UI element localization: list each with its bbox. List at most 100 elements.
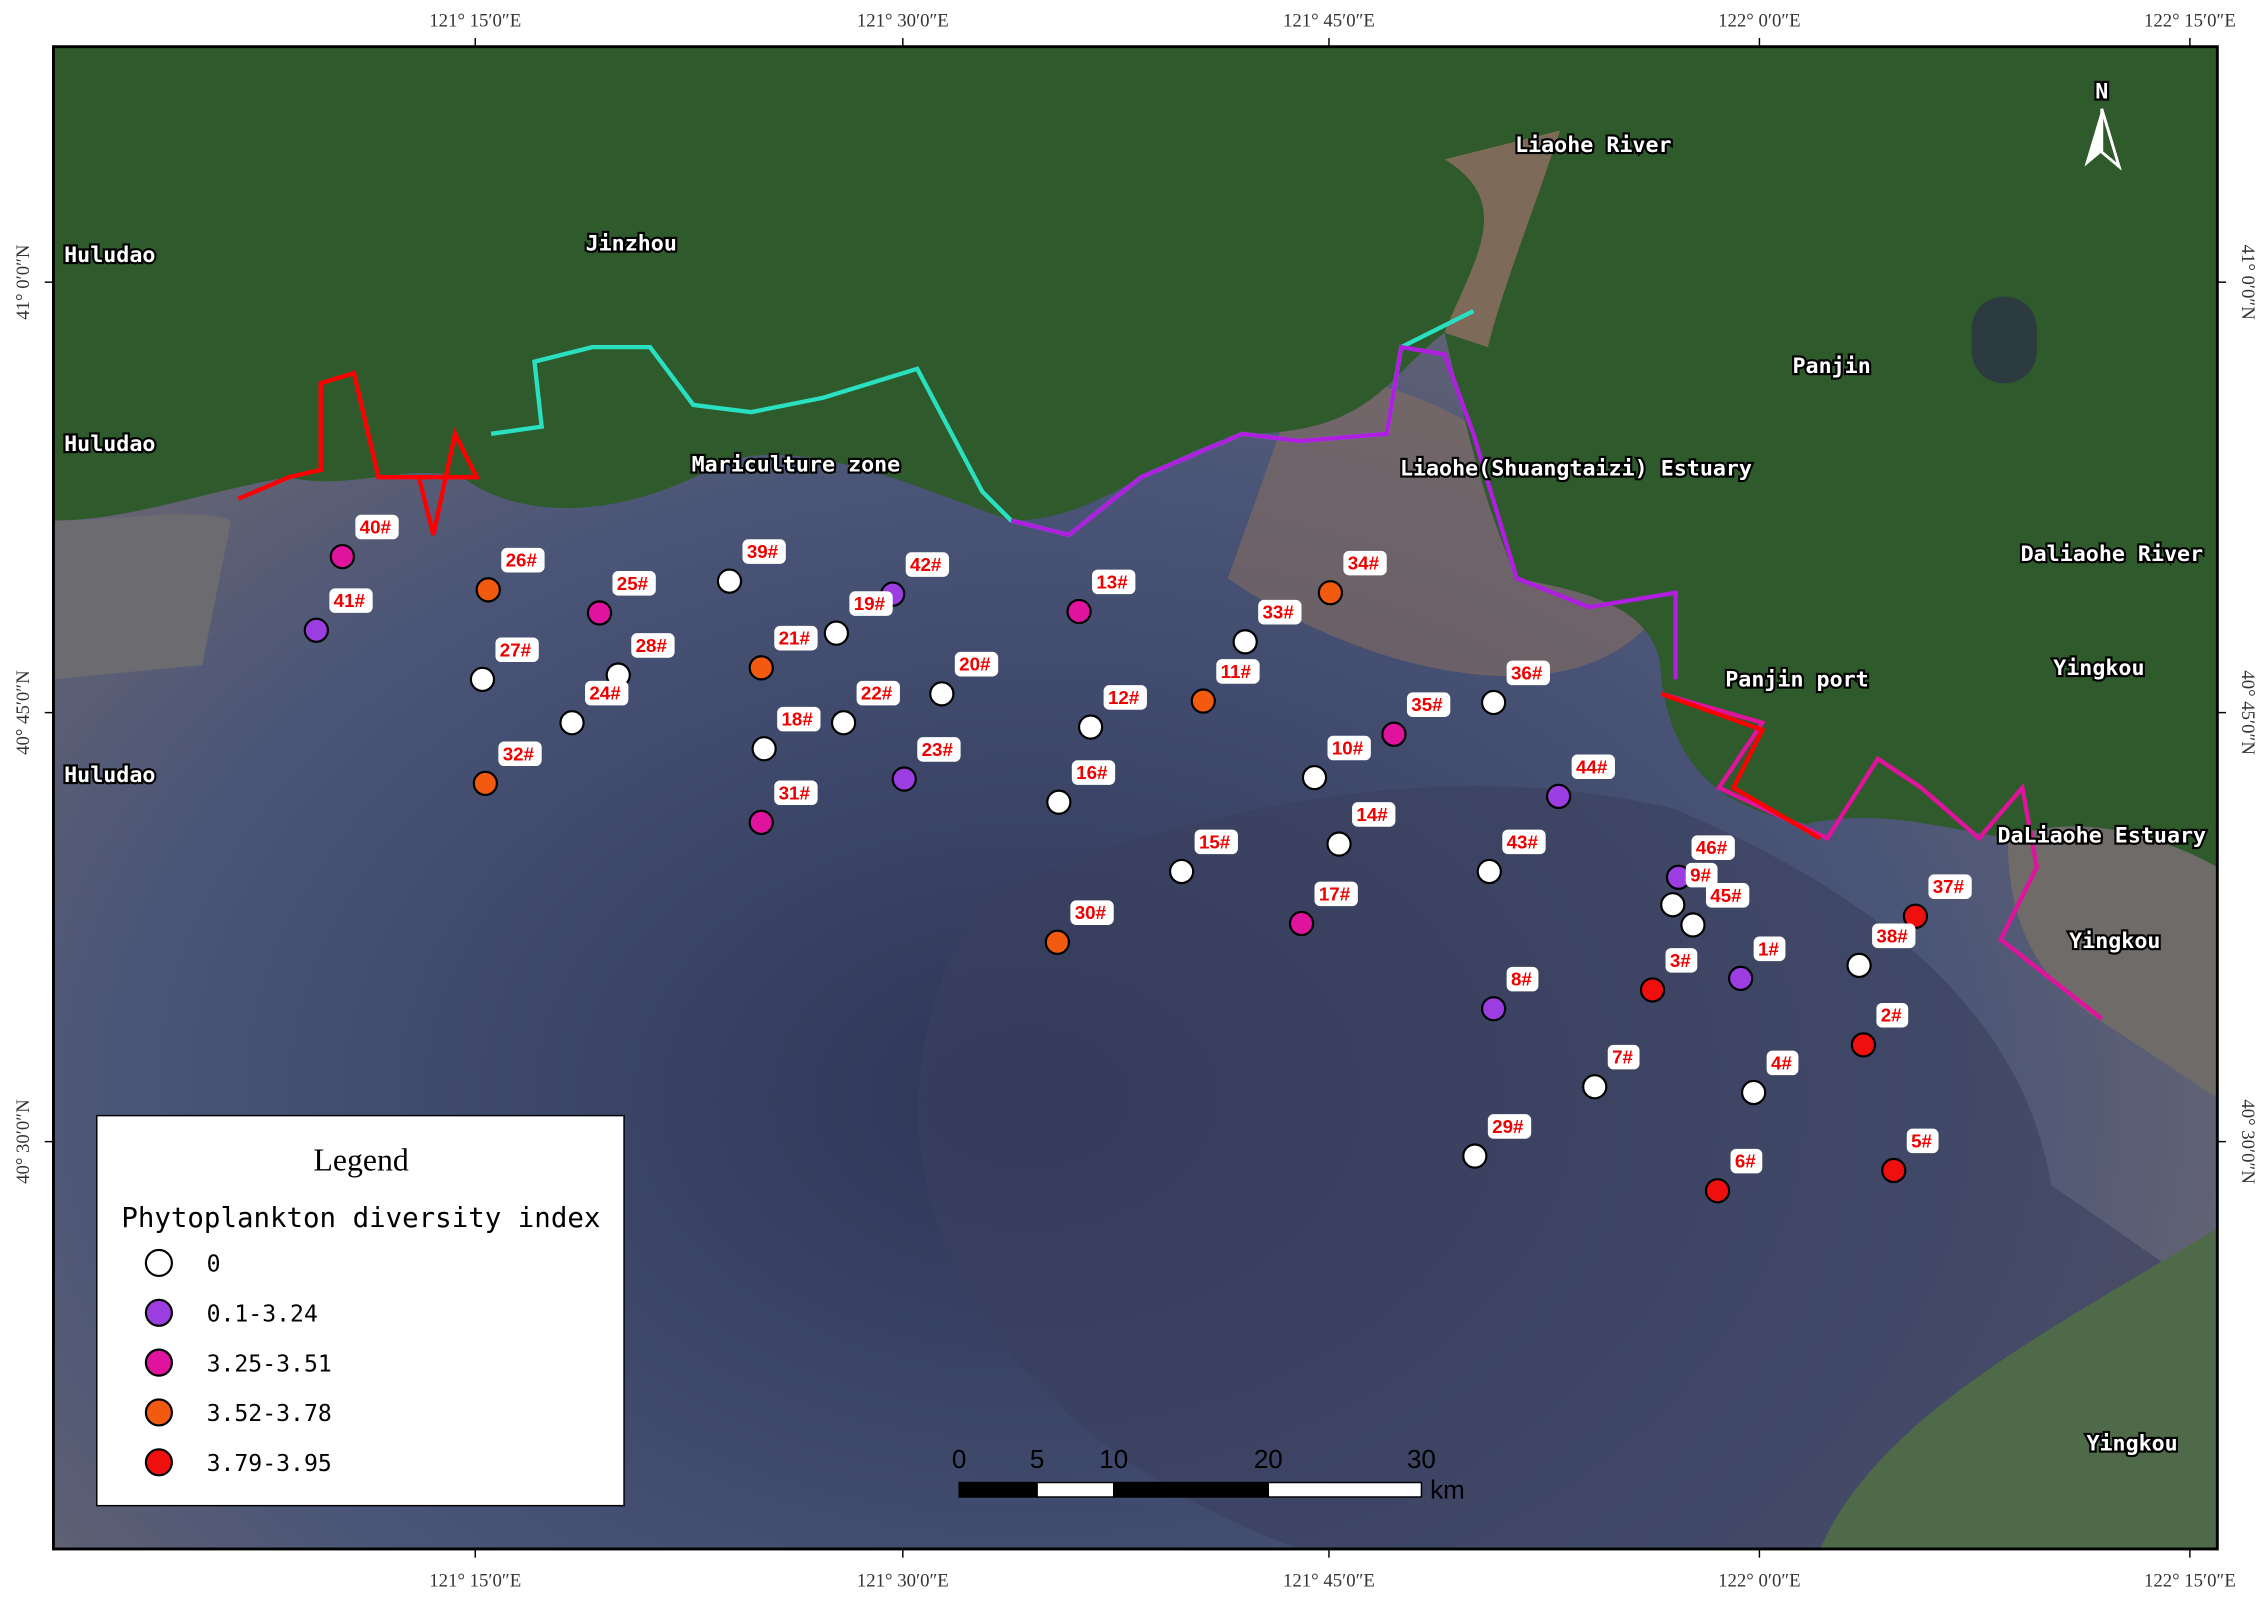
longitude-label: 121° 45′0″E <box>1283 10 1375 31</box>
station-label-box <box>856 680 900 706</box>
station-label: 37# <box>1933 876 1965 897</box>
coastline <box>1010 344 1678 680</box>
station-label-group: 34# <box>1343 550 1387 576</box>
station-label: 1# <box>1758 938 1779 959</box>
station-label: 10# <box>1332 737 1364 758</box>
longitude-label: 121° 30′0″E <box>857 1571 949 1592</box>
station-label-box <box>1216 659 1260 684</box>
station-label-box <box>1314 881 1358 907</box>
station-label-box <box>1691 835 1735 860</box>
turbid-water <box>918 786 2218 1549</box>
station <box>1850 1032 1877 1058</box>
station-label: 14# <box>1356 804 1388 825</box>
longitude-label: 121° 15′0″E <box>429 10 521 31</box>
station-label-group: 4# <box>1766 1050 1799 1076</box>
north-label: N <box>2095 80 2108 105</box>
station <box>751 736 777 762</box>
station-label-box <box>774 625 818 651</box>
station-label-box <box>774 780 818 806</box>
station <box>929 681 955 707</box>
station-label-box <box>1092 569 1136 595</box>
station-label: 17# <box>1319 883 1351 904</box>
station-label-box <box>1502 829 1546 855</box>
station-label: 44# <box>1576 756 1608 777</box>
coastline <box>237 370 481 536</box>
station <box>1462 1143 1488 1169</box>
station <box>1326 831 1352 857</box>
station <box>303 617 329 643</box>
station <box>1680 912 1706 938</box>
station <box>1476 858 1502 885</box>
legend-label: 3.79-3.95 <box>207 1451 332 1477</box>
station-label: 5# <box>1911 1130 1932 1151</box>
legend-title: Legend <box>313 1143 408 1178</box>
station-label: 42# <box>910 554 942 575</box>
legend-symbol <box>144 1448 173 1477</box>
station-label: 11# <box>1221 661 1252 682</box>
station-label-group: 6# <box>1730 1148 1763 1174</box>
place-label: Huludao <box>64 763 155 788</box>
station-label-box <box>1194 829 1238 855</box>
land <box>53 46 2218 897</box>
place-label: Yingkou <box>2069 929 2160 954</box>
station-label-box <box>1406 692 1451 717</box>
longitude-label: 122° 0′0″E <box>1718 1571 1801 1592</box>
station-label-group: 33# <box>1258 599 1302 625</box>
scale-segment <box>1036 1481 1115 1498</box>
station-label-box <box>954 651 999 677</box>
latitude-label: 41° 0′0″N <box>2237 245 2258 321</box>
station <box>1728 965 1754 992</box>
scale-label: 5 <box>1030 1444 1044 1474</box>
station <box>472 770 498 797</box>
station-label-box <box>631 633 675 658</box>
station-label: 23# <box>922 739 954 760</box>
station-label-group: 8# <box>1506 966 1539 992</box>
scale-segment <box>958 1481 1038 1498</box>
station-label-box <box>1705 883 1750 908</box>
station-label: 22# <box>861 683 893 704</box>
station-label-group: 42# <box>905 552 950 577</box>
station-label-group: 29# <box>1487 1114 1532 1139</box>
station-label-box <box>612 571 656 596</box>
station-label-group: 30# <box>1070 900 1114 925</box>
station-label-group: 15# <box>1194 829 1238 855</box>
station-label: 39# <box>747 541 779 562</box>
place-label: Daliaohe River <box>2021 542 2204 567</box>
place-label: Jinzhou <box>586 231 677 256</box>
longitude-label: 121° 45′0″E <box>1283 1571 1375 1592</box>
coastline <box>1660 691 2104 1021</box>
scale-label: 10 <box>1099 1444 1128 1474</box>
station-label: 4# <box>1771 1052 1792 1073</box>
longitude-label: 122° 15′0″E <box>2144 1571 2236 1592</box>
station <box>1168 858 1195 885</box>
station-label-group: 26# <box>501 547 545 573</box>
scale-label: 30 <box>1407 1444 1436 1474</box>
longitude-label: 121° 15′0″E <box>429 1571 521 1592</box>
station-label-group: 45# <box>1705 883 1750 908</box>
station <box>1902 903 1929 929</box>
station-label: 24# <box>589 683 621 704</box>
station-label: 35# <box>1411 694 1443 715</box>
station <box>748 809 774 836</box>
station-label: 12# <box>1108 687 1140 708</box>
station-label: 9# <box>1690 865 1711 886</box>
station-label-group: 24# <box>585 680 629 706</box>
station <box>1545 783 1572 810</box>
latitude-label: 41° 0′0″N <box>13 244 34 320</box>
station <box>1639 977 1666 1003</box>
station-label-group: 32# <box>498 741 542 767</box>
station <box>1046 789 1072 815</box>
station <box>1582 1074 1608 1100</box>
station-label-group: 21# <box>774 625 818 651</box>
station <box>823 620 850 646</box>
station-label-group: 39# <box>742 539 786 564</box>
legend-label: 0 <box>207 1252 221 1278</box>
station-label-box <box>495 637 539 663</box>
station <box>1317 580 1344 606</box>
station <box>1301 764 1328 791</box>
latitude-label: 40° 30′0″N <box>2237 1099 2258 1184</box>
station-label-box <box>1070 900 1114 925</box>
station-label-box <box>1876 1002 1909 1028</box>
station-label-group: 28# <box>631 633 675 658</box>
